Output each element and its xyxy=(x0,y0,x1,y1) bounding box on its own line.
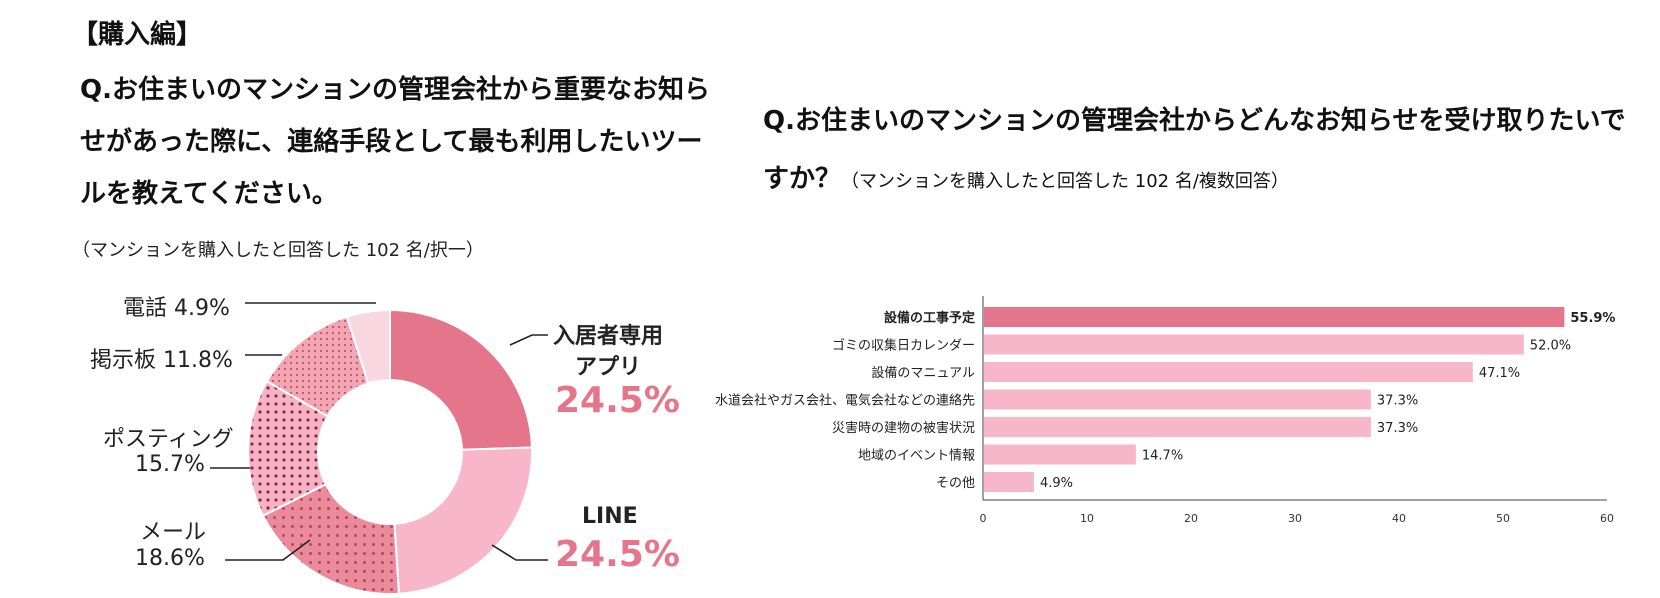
bar-x-tick-label: 60 xyxy=(1600,512,1614,525)
pie-label-line-pct: 24.5% xyxy=(555,534,680,575)
bar-value-label: 14.7% xyxy=(1142,449,1183,464)
bar-1 xyxy=(984,307,1565,327)
left-question-title: Q.お住まいのマンションの管理会社から重要なお知らせがあった際に、連絡手段として… xyxy=(80,75,710,209)
bar-x-tick-label: 30 xyxy=(1288,512,1302,525)
pie-slice-mail xyxy=(261,482,400,595)
leader-line-app xyxy=(509,334,548,346)
pie-slice-tel xyxy=(345,308,391,385)
bar-x-tick-label: 20 xyxy=(1184,512,1198,525)
leader-line-line xyxy=(491,544,548,561)
section-title: 【購入編】 xyxy=(72,20,203,50)
bar-7 xyxy=(984,472,1034,492)
right-question-text: Q.お住まいのマンションの管理会社からどんなお知らせを受け取りたいですか？ xyxy=(763,106,1626,194)
bar-category-label: ゴミの収集日カレンダー xyxy=(832,338,975,354)
bar-value-label: 55.9% xyxy=(1570,311,1615,326)
bar-category-label: 設備の工事予定 xyxy=(884,310,975,326)
pie-label-app-pct: 24.5% xyxy=(555,380,680,421)
bar-x-tick-label: 50 xyxy=(1496,512,1510,525)
pie-label-app-line1: 入居者専用 xyxy=(552,324,663,349)
bar-value-label: 4.9% xyxy=(1040,476,1073,491)
leader-line-mail xyxy=(225,539,311,561)
bar-value-label: 47.1% xyxy=(1479,366,1520,381)
left-question-note: （マンションを購入したと回答した 102 名/択一） xyxy=(72,240,484,261)
pie-label-mail-name: メール xyxy=(140,520,207,545)
pie-slice-app xyxy=(389,308,533,451)
bar-value-label: 52.0% xyxy=(1530,339,1571,354)
bar-category-label: 水道会社やガス会社、電気会社などの連絡先 xyxy=(715,393,975,409)
bar-2 xyxy=(984,334,1524,355)
bar-x-tick-label: 40 xyxy=(1392,512,1406,525)
bar-category-label: 地域のイベント情報 xyxy=(858,449,975,464)
pie-label-app-line2: アプリ xyxy=(574,355,641,380)
right-question-title: Q.お住まいのマンションの管理会社からどんなお知らせを受け取りたいですか？（マン… xyxy=(763,92,1643,211)
pie-slice-line xyxy=(393,446,533,595)
pie-label-posting-name: ポスティング xyxy=(103,427,234,452)
bar-category-label: 災害時の建物の被害状況 xyxy=(832,420,975,436)
bar-x-tick-label: 0 xyxy=(980,512,987,525)
pie-label-posting-pct: 15.7% xyxy=(135,452,205,477)
pie-label-board: 掲示板 11.8% xyxy=(90,348,233,373)
pie-label-line-name: LINE xyxy=(582,504,638,529)
bar-6 xyxy=(984,444,1136,465)
pie-label-tel: 電話 4.9% xyxy=(123,296,230,321)
right-question-note: （マンションを購入したと回答した 102 名/複数回答） xyxy=(841,171,1289,192)
bar-value-label: 37.3% xyxy=(1377,421,1418,436)
bar-3 xyxy=(984,362,1473,382)
bar-value-label: 37.3% xyxy=(1377,394,1418,409)
bar-5 xyxy=(984,417,1371,437)
bar-category-label: その他 xyxy=(936,476,975,491)
bar-4 xyxy=(984,389,1371,410)
pie-label-mail-pct: 18.6% xyxy=(135,546,205,571)
bar-category-label: 設備のマニュアル xyxy=(871,365,975,381)
bar-x-tick-label: 10 xyxy=(1080,512,1094,525)
